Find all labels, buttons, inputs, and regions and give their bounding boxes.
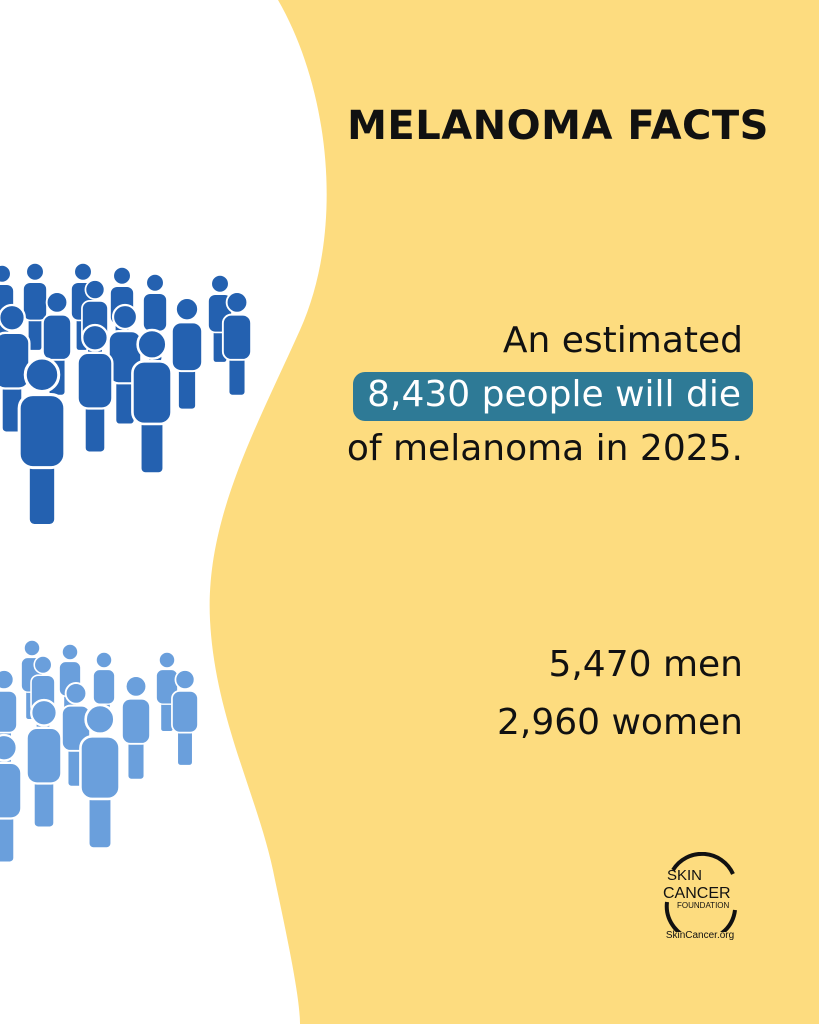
person-icon [221, 291, 253, 397]
person-icon [155, 651, 179, 733]
person-icon [17, 356, 67, 527]
stat-line-1: An estimated [502, 320, 743, 361]
person-icon [120, 675, 152, 781]
person-icon [171, 669, 199, 767]
stat-line-3: of melanoma in 2025. [346, 428, 743, 469]
svg-text:CANCER: CANCER [663, 885, 731, 902]
page-title: MELANOMA FACTS [347, 103, 769, 149]
person-icon [170, 296, 204, 411]
svg-text:SKIN: SKIN [667, 867, 702, 884]
person-icon [0, 303, 31, 434]
person-icon [22, 262, 48, 352]
person-icon [131, 328, 173, 475]
yellow-wave [209, 0, 819, 1024]
logo-url: SkinCancer.org [665, 930, 735, 941]
men-crowd-icon [0, 262, 253, 527]
men-count: 5,470 men [548, 644, 743, 685]
person-icon [25, 698, 63, 829]
person-icon [79, 703, 121, 850]
stat-highlight: 8,430 people will die [353, 372, 753, 421]
person-icon [0, 733, 23, 864]
women-crowd-icon [0, 639, 199, 864]
svg-text:FOUNDATION: FOUNDATION [677, 901, 730, 910]
skin-cancer-foundation-logo: SKIN CANCER FOUNDATION SkinCancer.org [655, 852, 755, 942]
women-count: 2,960 women [496, 702, 743, 743]
person-icon [76, 323, 114, 454]
